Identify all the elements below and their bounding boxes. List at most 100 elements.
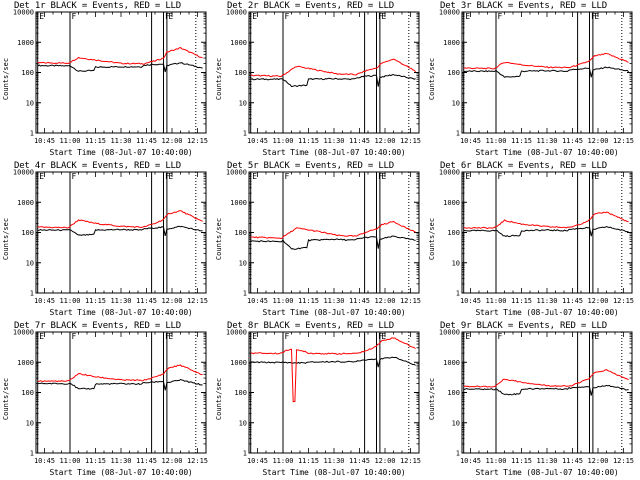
x-tick-label: 11:15 <box>298 457 319 465</box>
x-axis-label: Start Time (08-Jul-07 10:40:00) <box>475 308 619 317</box>
x-tick-label: 12:15 <box>187 297 208 305</box>
events-series-line <box>37 225 203 237</box>
plot-area: 1 10 100 1000 10000 10:45 11:00 11:15 11:30 11:45… <box>226 329 421 466</box>
lld-series-line <box>463 52 629 70</box>
y-axis-label: Counts/sec <box>2 57 10 101</box>
x-tick-label: 12:00 <box>587 137 608 145</box>
y-axis-label: Counts/sec <box>2 217 10 261</box>
panel-title: Det 2r BLACK = Events, RED = LLD <box>227 1 394 11</box>
plot-area: 1 10 100 1000 10000 10:45 11:00 11:15 11:30 11:45… <box>13 169 208 306</box>
x-tick-label: 11:00 <box>485 457 506 465</box>
plot-area: 1 10 100 1000 10000 10:45 11:00 11:15 11:30 11:45… <box>13 9 208 146</box>
time-marker-label: E <box>465 332 470 341</box>
y-tick-label: 1 <box>243 450 247 458</box>
x-tick-label: 10:45 <box>460 457 481 465</box>
time-marker-label: E <box>252 332 257 341</box>
y-tick-label: 100 <box>234 389 247 397</box>
x-tick-label: 11:00 <box>59 457 80 465</box>
time-marker-label: F <box>591 172 596 181</box>
plot-frame <box>248 11 420 134</box>
time-marker-label: F <box>591 332 596 341</box>
x-axis-label: Start Time (08-Jul-07 10:40:00) <box>475 148 619 157</box>
detector-panel: Det 9r BLACK = Events, RED = LLD 1 10 100 10… <box>426 320 639 480</box>
x-tick-label: 12:00 <box>161 297 182 305</box>
y-tick-label: 100 <box>234 229 247 237</box>
panel-title: Det 4r BLACK = Events, RED = LLD <box>14 161 181 171</box>
plot-area: 1 10 100 1000 10000 10:45 11:00 11:15 11:30 11:45… <box>226 9 421 146</box>
x-tick-label: 10:45 <box>247 297 268 305</box>
time-marker-label: E <box>168 172 173 181</box>
x-tick-label: 12:00 <box>161 137 182 145</box>
x-tick-label: 11:00 <box>272 457 293 465</box>
y-tick-label: 1 <box>456 450 460 458</box>
time-marker-label: F <box>285 332 290 341</box>
x-tick-label: 11:15 <box>511 137 532 145</box>
x-tick-label: 10:45 <box>247 457 268 465</box>
time-marker-label: E <box>168 12 173 21</box>
plot-frame <box>248 331 420 454</box>
x-tick-label: 11:15 <box>511 457 532 465</box>
x-tick-label: 11:45 <box>562 457 583 465</box>
x-tick-label: 12:00 <box>374 137 395 145</box>
panel-title: Det 3r BLACK = Events, RED = LLD <box>440 1 607 11</box>
plot-frame <box>461 11 633 134</box>
detector-panel: Det 8r BLACK = Events, RED = LLD 1 10 100 10… <box>213 320 426 480</box>
time-marker-label: F <box>498 12 503 21</box>
detector-panel: Det 2r BLACK = Events, RED = LLD 1 10 100 10… <box>213 0 426 160</box>
time-marker-label: E <box>252 172 257 181</box>
time-marker-label: F <box>285 172 290 181</box>
x-tick-label: 12:15 <box>400 297 421 305</box>
y-tick-label: 10000 <box>226 329 247 337</box>
y-tick-label: 1 <box>30 130 34 138</box>
lld-series-line <box>37 210 203 229</box>
lld-series-line <box>250 58 416 78</box>
plot-area: 1 10 100 1000 10000 10:45 11:00 11:15 11:30 11:45… <box>13 329 208 466</box>
time-marker-label: E <box>381 12 386 21</box>
x-tick-label: 11:00 <box>485 297 506 305</box>
x-tick-label: 11:45 <box>349 457 370 465</box>
y-tick-label: 10000 <box>226 169 247 177</box>
x-tick-label: 11:45 <box>136 297 157 305</box>
lld-series-line <box>463 369 629 388</box>
y-tick-label: 10 <box>239 419 247 427</box>
plot-frame <box>248 171 420 294</box>
y-tick-label: 10000 <box>13 329 34 337</box>
x-tick-label: 11:45 <box>349 297 370 305</box>
y-tick-label: 100 <box>21 389 34 397</box>
y-tick-label: 100 <box>21 69 34 77</box>
y-tick-label: 1000 <box>17 199 34 207</box>
time-marker-label: E <box>465 12 470 21</box>
x-axis-label: Start Time (08-Jul-07 10:40:00) <box>262 308 406 317</box>
plot-frame <box>461 171 633 294</box>
time-marker-label: F <box>378 332 383 341</box>
time-marker-label: E <box>594 172 599 181</box>
x-tick-label: 12:15 <box>613 297 634 305</box>
y-tick-label: 10000 <box>13 9 34 17</box>
x-tick-label: 11:30 <box>110 137 131 145</box>
x-tick-label: 12:15 <box>187 137 208 145</box>
x-tick-label: 11:15 <box>85 297 106 305</box>
x-tick-label: 11:45 <box>136 137 157 145</box>
events-series-line <box>250 73 416 88</box>
y-tick-label: 10 <box>239 259 247 267</box>
detector-panel: Det 1r BLACK = Events, RED = LLD 1 10 100 10… <box>0 0 213 160</box>
y-tick-label: 10000 <box>439 9 460 17</box>
panel-title: Det 1r BLACK = Events, RED = LLD <box>14 1 181 11</box>
x-tick-label: 10:45 <box>34 137 55 145</box>
lld-series-line <box>37 46 203 65</box>
y-tick-label: 100 <box>447 389 460 397</box>
y-tick-label: 1000 <box>443 39 460 47</box>
y-tick-label: 1 <box>243 130 247 138</box>
x-tick-label: 11:15 <box>85 137 106 145</box>
x-tick-label: 11:30 <box>536 137 557 145</box>
x-tick-label: 11:30 <box>323 457 344 465</box>
time-marker-label: E <box>39 172 44 181</box>
time-marker-label: E <box>39 332 44 341</box>
plot-area: 1 10 100 1000 10000 10:45 11:00 11:15 11:30 11:45… <box>439 169 634 306</box>
plot-area: 1 10 100 1000 10000 10:45 11:00 11:15 11:30 11:45… <box>439 9 634 146</box>
y-axis-label: Counts/sec <box>2 377 10 421</box>
x-axis-label: Start Time (08-Jul-07 10:40:00) <box>49 308 193 317</box>
y-tick-label: 1000 <box>230 39 247 47</box>
plot-frame <box>461 331 633 454</box>
